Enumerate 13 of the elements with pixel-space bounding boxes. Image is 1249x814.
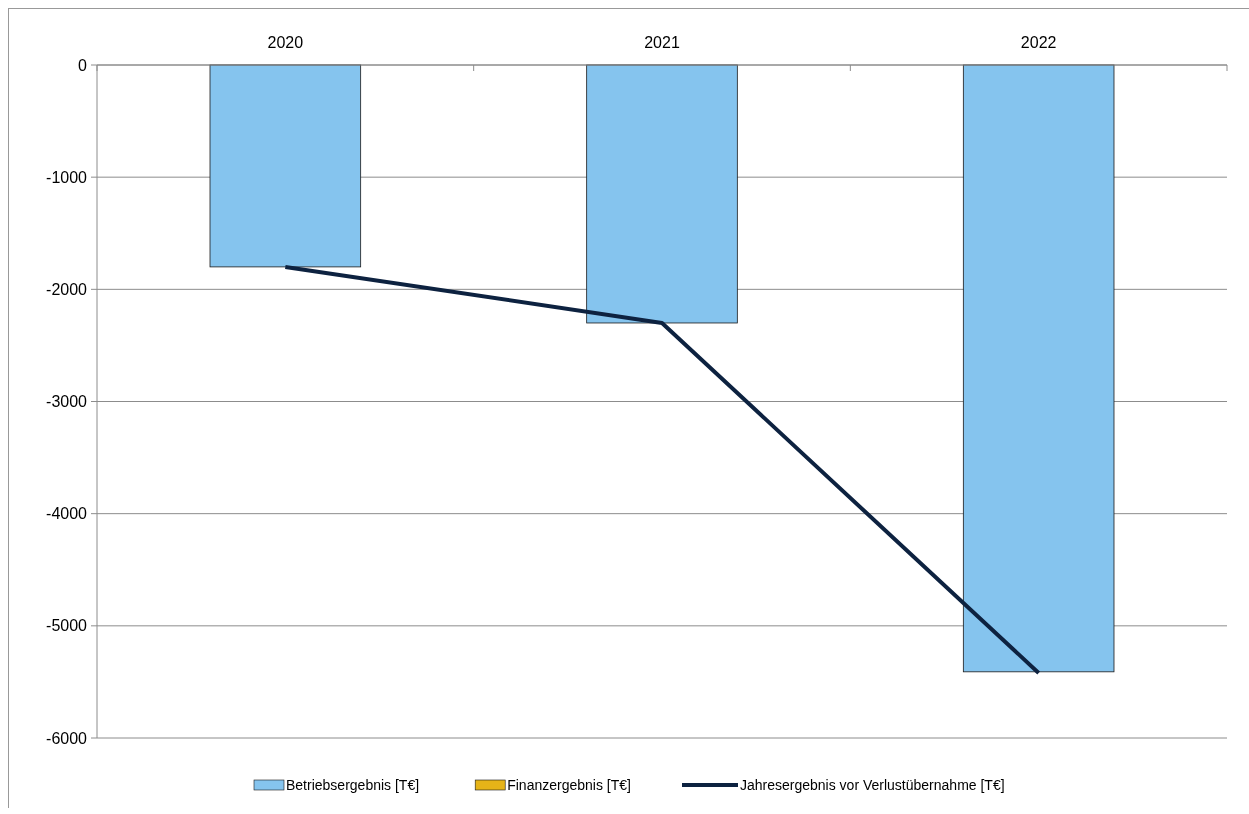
legend-label: Finanzergebnis [T€] [507, 776, 631, 793]
y-tick-label: -2000 [46, 280, 88, 298]
x-tick-label: 2022 [1020, 34, 1057, 51]
x-tick-label: 2020 [267, 34, 304, 51]
y-tick-label: -5000 [46, 617, 88, 635]
y-tick-label: -6000 [46, 729, 88, 747]
y-tick-label: -1000 [46, 168, 88, 186]
y-tick-label: 0 [78, 56, 88, 74]
legend-label: Jahresergebnis vor Verlustübernahme [T€] [740, 776, 1005, 793]
y-tick-label: -3000 [46, 393, 88, 411]
y-tick-label: -4000 [46, 505, 88, 523]
x-tick-label: 2021 [644, 34, 680, 51]
legend-label: Betriebsergebnis [T€] [286, 776, 420, 793]
